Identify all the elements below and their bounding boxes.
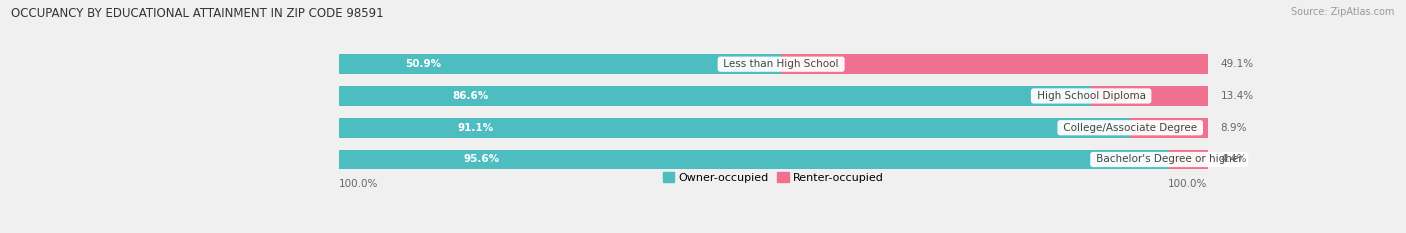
Text: 4.4%: 4.4% xyxy=(1220,154,1247,164)
Bar xyxy=(339,54,782,74)
Bar xyxy=(339,118,1208,137)
Text: High School Diploma: High School Diploma xyxy=(1033,91,1149,101)
Bar xyxy=(339,86,1208,106)
Text: 100.0%: 100.0% xyxy=(1168,179,1208,189)
Text: Source: ZipAtlas.com: Source: ZipAtlas.com xyxy=(1291,7,1395,17)
Bar xyxy=(339,150,1170,169)
Bar xyxy=(782,54,1208,74)
Text: College/Associate Degree: College/Associate Degree xyxy=(1060,123,1201,133)
Bar xyxy=(1170,150,1208,169)
Text: 50.9%: 50.9% xyxy=(405,59,441,69)
Text: 95.6%: 95.6% xyxy=(464,154,499,164)
Bar xyxy=(339,118,1130,137)
Text: 13.4%: 13.4% xyxy=(1220,91,1254,101)
Text: 86.6%: 86.6% xyxy=(451,91,488,101)
Bar xyxy=(1130,118,1208,137)
Text: Bachelor's Degree or higher: Bachelor's Degree or higher xyxy=(1092,154,1246,164)
Text: 100.0%: 100.0% xyxy=(339,179,378,189)
Legend: Owner-occupied, Renter-occupied: Owner-occupied, Renter-occupied xyxy=(658,168,889,187)
Text: 8.9%: 8.9% xyxy=(1220,123,1247,133)
Bar xyxy=(339,150,1208,169)
Text: Less than High School: Less than High School xyxy=(720,59,842,69)
Bar xyxy=(339,86,1091,106)
Text: 49.1%: 49.1% xyxy=(1220,59,1254,69)
Text: 91.1%: 91.1% xyxy=(458,123,494,133)
Bar xyxy=(1091,86,1208,106)
Text: OCCUPANCY BY EDUCATIONAL ATTAINMENT IN ZIP CODE 98591: OCCUPANCY BY EDUCATIONAL ATTAINMENT IN Z… xyxy=(11,7,384,20)
Bar xyxy=(339,54,1208,74)
